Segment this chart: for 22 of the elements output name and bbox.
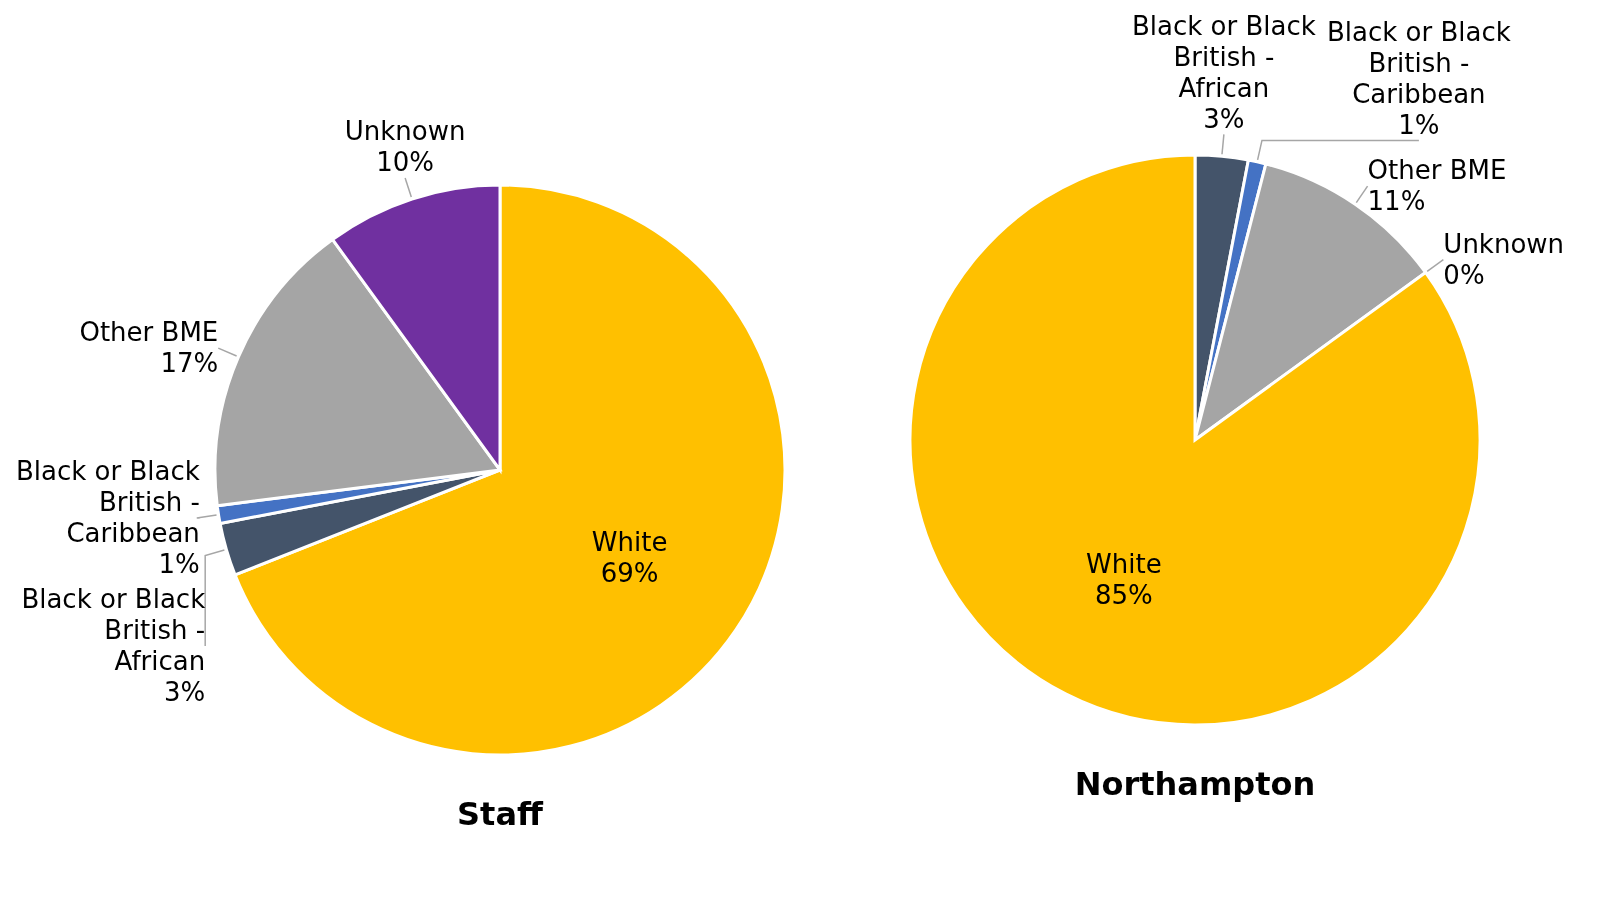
slice-label: White <box>591 527 668 558</box>
slice-label: Unknown <box>344 116 466 147</box>
data-label: 17% <box>160 348 219 379</box>
data-label: 3% <box>1203 103 1245 134</box>
data-label: 85% <box>1094 579 1153 610</box>
data-label: 11% <box>1367 186 1426 217</box>
slice-label: Black or Black British - African <box>21 584 206 677</box>
data-label: 69% <box>600 558 659 589</box>
slice-label: Black or Black British - Caribbean <box>1326 16 1511 109</box>
slice-label: Other BME <box>79 317 219 348</box>
text: 0% <box>1443 259 1485 290</box>
data-label: 10% <box>376 147 435 178</box>
text: Staff <box>457 795 545 833</box>
slice-label: Black or Black British - Caribbean <box>15 456 200 549</box>
data-label: 1% <box>1398 109 1440 140</box>
slice-label: Other BME <box>1367 155 1507 186</box>
data-label: 1% <box>158 549 200 580</box>
data-label: 3% <box>163 677 206 708</box>
slice-label: Black or Black British - African <box>1131 10 1316 103</box>
text: Northampton <box>1074 765 1316 803</box>
category-label: Unknown <box>1443 228 1565 259</box>
slice-label: White <box>1086 548 1162 579</box>
